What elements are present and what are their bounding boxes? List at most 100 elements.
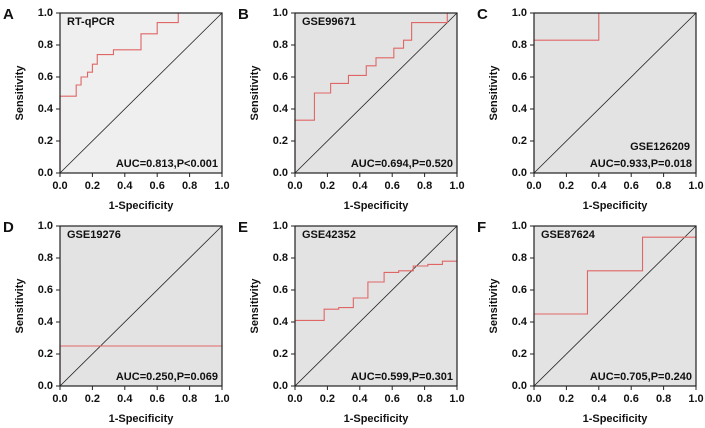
x-tick-label: 0.4 (591, 393, 607, 405)
y-tick-label: 0.2 (38, 135, 53, 147)
y-axis-label: Sensitivity (249, 65, 261, 121)
panel-letter: C (477, 6, 488, 23)
plot-frame (59, 225, 223, 387)
x-tick-label: 0.8 (182, 180, 197, 192)
x-tick-label: 0.4 (352, 180, 368, 192)
roc-curve (294, 260, 457, 386)
y-tick-label: 0.0 (38, 167, 53, 179)
y-axis-label: Sensitivity (488, 278, 500, 334)
y-tick-label: 1.0 (512, 220, 527, 232)
panel-title: GSE87624 (541, 229, 596, 241)
x-tick-label: 0.0 (287, 180, 302, 192)
x-tick-label: 1.0 (214, 393, 229, 405)
x-tick-label: 0.4 (591, 180, 607, 192)
y-tick-label: 0.8 (512, 39, 527, 51)
reference-diagonal (294, 225, 458, 387)
panel-title: RT-qPCR (67, 16, 115, 28)
x-tick-label: 1.0 (449, 393, 464, 405)
y-tick-label: 0.6 (512, 71, 527, 83)
x-tick-label: 0.0 (52, 180, 67, 192)
reference-diagonal (59, 12, 223, 174)
plot-frame (294, 225, 458, 387)
y-tick-label: 0.8 (273, 252, 288, 264)
y-tick-label: 0.6 (38, 284, 53, 296)
y-tick-label: 0.8 (512, 252, 527, 264)
x-axis-label: 1-Specificity (583, 200, 649, 212)
annotation: AUC=0.705,P=0.240 (590, 371, 692, 383)
x-axis-label: 1-Specificity (109, 200, 175, 212)
reference-diagonal (533, 225, 697, 387)
x-tick-label: 0.4 (117, 180, 133, 192)
y-tick-label: 1.0 (38, 7, 53, 19)
y-tick-label: 0.8 (273, 39, 288, 51)
panel-letter: A (3, 6, 14, 23)
y-tick-label: 0.4 (273, 103, 289, 115)
panel-letter: D (3, 219, 14, 236)
annotation: AUC=0.599,P=0.301 (351, 371, 453, 383)
x-tick-label: 1.0 (449, 180, 464, 192)
x-tick-label: 0.8 (656, 180, 671, 192)
x-tick-label: 0.2 (559, 393, 574, 405)
roc-curve (294, 12, 457, 173)
x-tick-label: 0.8 (417, 393, 432, 405)
plot-frame (59, 12, 223, 174)
x-tick-label: 0.0 (287, 393, 302, 405)
reference-diagonal (533, 12, 697, 174)
x-tick-label: 0.8 (182, 393, 197, 405)
y-axis-label: Sensitivity (249, 278, 261, 334)
y-tick-label: 0.0 (512, 167, 527, 179)
y-tick-label: 0.4 (512, 103, 528, 115)
panel-letter: F (477, 219, 486, 236)
x-tick-label: 0.6 (624, 393, 639, 405)
y-axis-label: Sensitivity (14, 65, 26, 121)
y-tick-label: 0.0 (38, 380, 53, 392)
x-tick-label: 0.0 (52, 393, 67, 405)
y-tick-label: 0.4 (273, 316, 289, 328)
reference-diagonal (294, 12, 458, 174)
y-tick-label: 1.0 (273, 7, 288, 19)
y-tick-label: 0.4 (512, 316, 528, 328)
x-axis-label: 1-Specificity (583, 413, 649, 425)
plot-frame (533, 225, 697, 387)
y-tick-label: 1.0 (273, 220, 288, 232)
x-tick-label: 0.6 (624, 180, 639, 192)
panel-letter: E (238, 219, 248, 236)
x-tick-label: 1.0 (688, 393, 703, 405)
annotation: AUC=0.694,P=0.520 (351, 158, 453, 170)
annotation: AUC=0.813,P<0.001 (116, 158, 218, 170)
x-axis-label: 1-Specificity (344, 413, 410, 425)
y-tick-label: 0.2 (38, 348, 53, 360)
panel-title: GSE19276 (67, 229, 121, 241)
x-tick-label: 0.6 (150, 393, 165, 405)
y-tick-label: 0.6 (273, 71, 288, 83)
panel-title: GSE126209 (630, 141, 690, 153)
y-tick-label: 0.6 (273, 284, 288, 296)
x-tick-label: 0.2 (85, 180, 100, 192)
plot-frame (294, 12, 458, 174)
x-tick-label: 0.6 (150, 180, 165, 192)
x-tick-label: 0.6 (385, 180, 400, 192)
y-tick-label: 0.2 (512, 348, 527, 360)
y-axis-label: Sensitivity (488, 65, 500, 121)
y-tick-label: 0.6 (512, 284, 527, 296)
panel-letter: B (238, 6, 249, 23)
x-tick-label: 1.0 (688, 180, 703, 192)
y-tick-label: 0.2 (273, 348, 288, 360)
y-tick-label: 1.0 (38, 220, 53, 232)
x-tick-label: 0.2 (320, 393, 335, 405)
y-tick-label: 0.6 (38, 71, 53, 83)
x-tick-label: 0.4 (352, 393, 368, 405)
annotation: AUC=0.933,P=0.018 (590, 158, 692, 170)
y-tick-label: 0.8 (38, 252, 53, 264)
y-tick-label: 1.0 (512, 7, 527, 19)
panel-title: GSE99671 (302, 16, 356, 28)
x-tick-label: 0.2 (85, 393, 100, 405)
annotation: AUC=0.250,P=0.069 (116, 371, 218, 383)
reference-diagonal (59, 225, 223, 387)
x-axis-label: 1-Specificity (344, 200, 410, 212)
x-tick-label: 0.6 (385, 393, 400, 405)
y-tick-label: 0.0 (512, 380, 527, 392)
y-axis-label: Sensitivity (14, 278, 26, 334)
panel-title: GSE42352 (302, 229, 356, 241)
